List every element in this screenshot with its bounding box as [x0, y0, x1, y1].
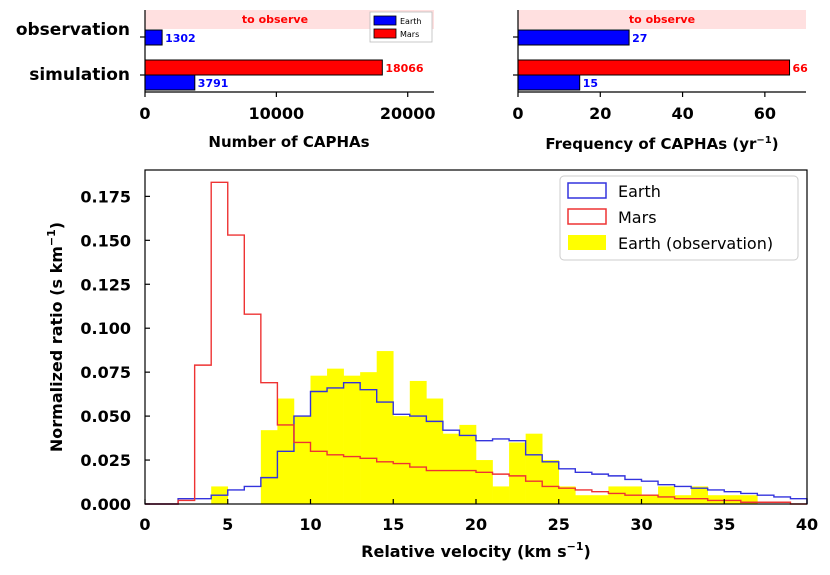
count-legend-mars: Mars [400, 30, 419, 39]
bar-count-simulation-earth [144, 74, 196, 91]
count-legend-earth: Earth [400, 17, 421, 26]
observation-bin-26 [575, 495, 593, 504]
observation-bin-13 [360, 372, 377, 504]
legend-mars: Mars [618, 208, 657, 227]
observation-bin-28 [608, 486, 626, 504]
legend-mars-swatch [567, 208, 607, 225]
observation-bin-32 [674, 495, 692, 504]
count-legend-mars-swatch [373, 28, 397, 39]
hist-xtick-label-25: 25 [548, 515, 570, 534]
hist-ytick-label-1: 0.025 [80, 451, 131, 470]
observation-bin-27 [591, 495, 609, 504]
hist-xtick-label-5: 5 [222, 515, 233, 534]
count-band [145, 10, 434, 29]
observation-bin-18 [442, 433, 460, 504]
observation-bin-25 [558, 486, 576, 504]
hist-xtick-label-15: 15 [382, 515, 404, 534]
label-freq-simulation-mars: 66 [793, 62, 809, 75]
earth-step-line [145, 382, 808, 505]
observation-bin-24 [542, 460, 560, 504]
hist-ytick-label-4: 0.100 [80, 319, 131, 338]
observation-bin-30 [641, 495, 659, 504]
observation-bin-20 [476, 460, 493, 504]
xtick-label-freq-40: 40 [671, 104, 693, 123]
label-freq-observation-earth: 27 [632, 32, 647, 45]
observation-bin-10 [310, 375, 328, 504]
observation-bin-35 [724, 495, 742, 504]
freq-band [518, 10, 806, 29]
observation-bin-19 [459, 424, 477, 504]
count-legend-earth-swatch [373, 15, 397, 26]
xtick-label-freq-20: 20 [589, 104, 611, 123]
bar-count-simulation-mars [144, 59, 383, 76]
hist-ytick-label-7: 0.175 [80, 187, 131, 206]
hist-y-label: Normalized ratio (s km−1) [45, 222, 66, 452]
observation-bin-21 [492, 486, 510, 504]
legend-observation-swatch [568, 235, 606, 250]
bar-freq-simulation-mars [517, 59, 791, 76]
observation-bin-33 [691, 486, 708, 504]
count-panel: to observe 1302 18066 3791 0 10000 20000 obs… [16, 10, 436, 151]
legend-earth-swatch [567, 182, 607, 199]
hist-x-label: Relative velocity (km s−1) [361, 540, 591, 561]
label-count-observation-earth: 1302 [165, 32, 196, 45]
hist-xtick-label-40: 40 [796, 515, 818, 534]
count-cat-simulation: simulation [29, 65, 130, 85]
freq-band-label: to observe [629, 13, 695, 26]
observation-bin-11 [327, 368, 344, 504]
legend-observation: Earth (observation) [618, 234, 773, 253]
xtick-label-count-10000: 10000 [249, 104, 305, 123]
label-count-simulation-mars: 18066 [385, 62, 424, 75]
count-band-label: to observe [242, 13, 308, 26]
hist-ytick-label-3: 0.075 [80, 363, 131, 382]
observation-bin-34 [707, 495, 725, 504]
xtick-label-count-0: 0 [139, 104, 150, 123]
observation-bin-14 [376, 351, 394, 504]
hist-xtick-label-20: 20 [465, 515, 487, 534]
observation-bin-17 [426, 398, 444, 504]
xtick-label-count-20000: 20000 [380, 104, 436, 123]
hist-xtick-label-10: 10 [299, 515, 321, 534]
count-x-label: Number of CAPHAs [208, 133, 369, 151]
observation-bin-23 [525, 433, 543, 504]
observation-bin-15 [393, 416, 411, 504]
hist-ytick-label-0: 0.000 [80, 495, 131, 514]
observation-bin-12 [343, 375, 361, 504]
hist-ytick-label-5: 0.125 [80, 275, 131, 294]
velocity-histogram: 0 5 10 15 20 25 30 35 40 0.000 0.025 0.050 0.075 0.10… [45, 169, 818, 561]
observation-bin-31 [658, 486, 675, 504]
label-count-simulation-earth: 3791 [198, 77, 229, 90]
observation-bin-16 [409, 380, 427, 504]
legend-earth: Earth [618, 182, 661, 201]
hist-xtick-label-30: 30 [630, 515, 652, 534]
observation-bin-7 [260, 430, 278, 504]
hist-xtick-label-35: 35 [713, 515, 735, 534]
hist-ytick-label-2: 0.050 [80, 407, 131, 426]
count-cat-observation: observation [16, 20, 130, 40]
mars-step-line [145, 181, 807, 505]
hist-ytick-label-6: 0.150 [80, 231, 131, 250]
hist-xtick-label-0: 0 [139, 515, 150, 534]
observation-bin-36 [740, 495, 758, 504]
xtick-label-freq-60: 60 [754, 104, 776, 123]
bar-count-observation-earth [144, 29, 163, 46]
bar-freq-observation-earth [517, 29, 630, 46]
label-freq-simulation-earth: 15 [583, 77, 598, 90]
freq-x-label: Frequency of CAPHAs (yr−1) [545, 135, 778, 153]
observation-bin-22 [509, 442, 526, 504]
xtick-label-freq-0: 0 [512, 104, 523, 123]
observation-bin-9 [293, 416, 311, 504]
frequency-panel: to observe 27 66 15 0 20 40 60 Frequency of C… [512, 10, 808, 153]
count-legend: Earth Mars [369, 11, 433, 43]
bar-freq-simulation-earth [517, 74, 581, 91]
hist-legend: Earth Mars Earth (observation) [559, 175, 799, 261]
